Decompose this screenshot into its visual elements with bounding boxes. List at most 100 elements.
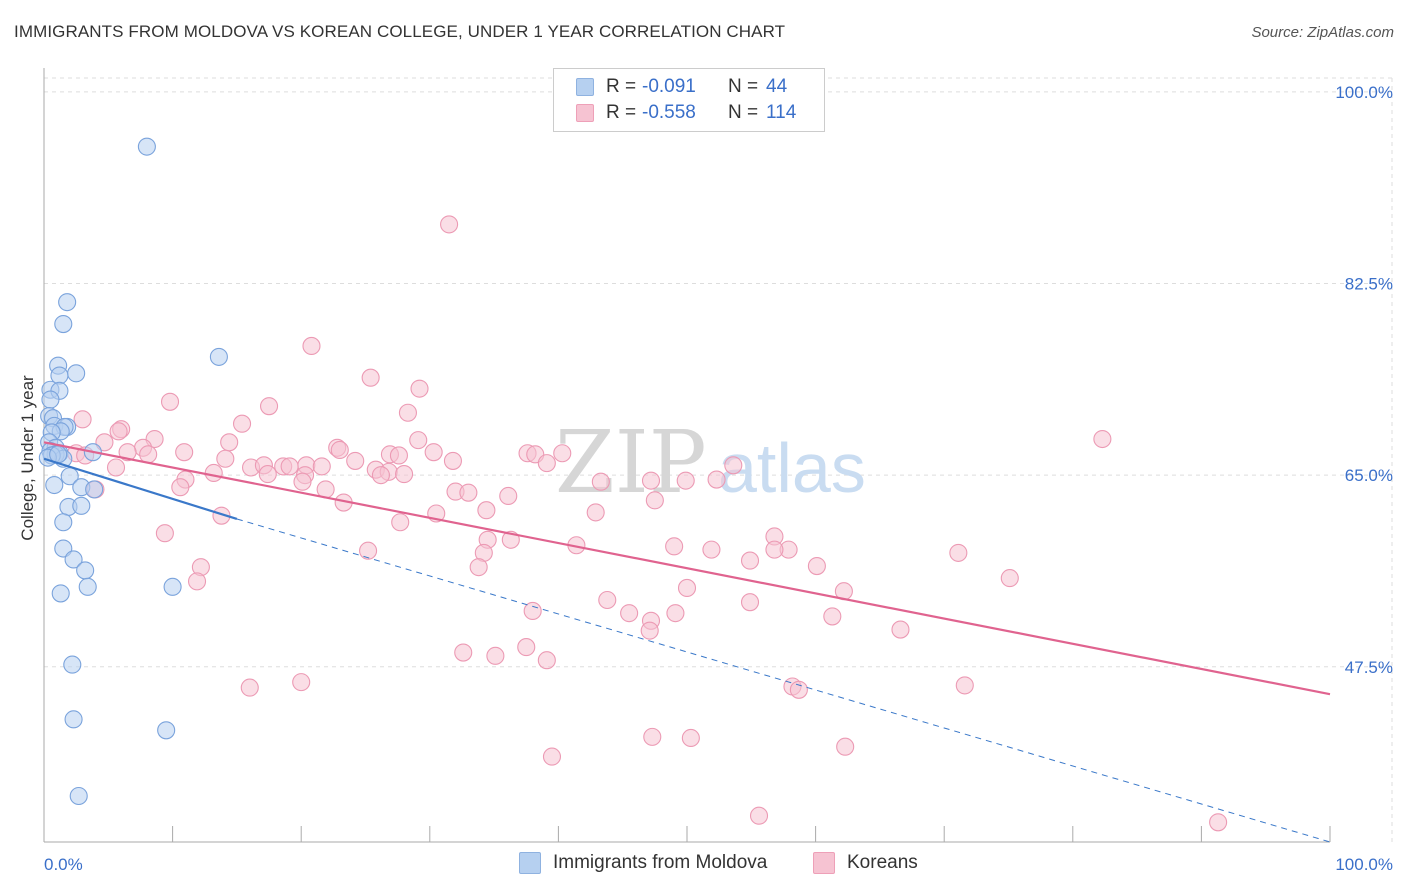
korean-point <box>681 728 700 748</box>
korean-point <box>118 443 137 462</box>
korean-point <box>537 454 556 473</box>
korean-point <box>171 478 190 497</box>
korean-point <box>469 558 488 577</box>
legend-n-label: N = <box>728 102 759 123</box>
korean-point <box>677 578 697 598</box>
moldova-point <box>63 655 82 674</box>
korean-point <box>361 368 380 387</box>
korean-point <box>665 537 684 556</box>
series-swatch-koreans <box>813 852 835 874</box>
korean-point <box>702 540 721 559</box>
y-axis-label: College, Under 1 year <box>18 375 37 541</box>
korean-point <box>259 397 279 416</box>
korean-point <box>640 621 659 640</box>
moldova-trend-dashed <box>236 518 1331 843</box>
legend-row-moldova: R = -0.091 N = 44 <box>576 75 787 99</box>
korean-point <box>707 470 726 489</box>
koreans-points <box>67 215 1228 832</box>
korean-point <box>109 422 128 441</box>
series-label-koreans: Koreans <box>847 852 918 873</box>
korean-point <box>523 601 542 620</box>
moldova-point <box>163 577 182 596</box>
korean-point <box>537 651 556 670</box>
korean-point <box>391 513 410 532</box>
moldova-point <box>85 480 104 499</box>
korean-point <box>220 433 239 452</box>
moldova-point <box>157 721 176 740</box>
moldova-point <box>41 390 60 409</box>
korean-point <box>330 440 349 460</box>
korean-point <box>586 503 605 522</box>
korean-point <box>312 457 331 476</box>
korean-point <box>807 557 826 576</box>
korean-point <box>641 471 661 490</box>
korean-point <box>620 604 639 623</box>
korean-point <box>395 465 414 484</box>
moldova-point <box>45 475 64 495</box>
korean-point <box>389 446 408 465</box>
korean-point <box>823 607 842 626</box>
korean-point <box>95 433 114 452</box>
korean-point <box>517 638 536 657</box>
korean-point <box>454 643 473 662</box>
korean-point <box>891 620 910 639</box>
legend-n-label: N = <box>728 76 759 97</box>
watermark-zip: ZIP <box>555 413 707 513</box>
korean-point <box>359 541 378 560</box>
legend-r-value: -0.091 <box>642 76 696 97</box>
legend-n-value: 114 <box>766 102 797 123</box>
korean-point <box>591 472 610 491</box>
korean-point <box>645 491 664 510</box>
series-legend-moldova: Immigrants from Moldova <box>519 852 767 874</box>
moldova-point <box>54 314 73 334</box>
korean-point <box>440 215 459 234</box>
korean-point <box>486 646 505 665</box>
korean-point <box>1000 569 1019 588</box>
korean-point <box>443 451 462 470</box>
korean-point <box>293 472 312 491</box>
korean-point <box>477 501 496 520</box>
moldova-points <box>38 137 228 806</box>
moldova-point <box>137 137 156 156</box>
korean-point <box>1093 429 1112 449</box>
korean-point <box>346 451 365 470</box>
series-legend: Immigrants from Moldova Koreans <box>0 852 1406 878</box>
x-tick-label: 100.0% <box>1335 855 1393 874</box>
moldova-point <box>69 786 88 806</box>
moldova-point <box>54 513 73 532</box>
trend-lines <box>43 441 1331 843</box>
y-tick-label: 100.0% <box>1335 83 1393 102</box>
x-tick-label: 0.0% <box>44 855 83 874</box>
legend-swatch-koreans <box>576 104 594 122</box>
korean-point <box>240 678 259 697</box>
series-swatch-moldova <box>519 852 541 874</box>
chart-title: IMMIGRANTS FROM MOLDOVA VS KOREAN COLLEG… <box>14 22 786 41</box>
watermark: ZIP atlas <box>555 413 866 513</box>
korean-point <box>160 392 180 411</box>
legend-r-value: -0.558 <box>642 102 696 123</box>
korean-point <box>553 444 572 463</box>
korean-point <box>459 483 478 502</box>
moldova-point <box>64 550 83 569</box>
korean-point <box>216 449 235 468</box>
korean-point <box>371 466 390 485</box>
korean-point <box>280 457 299 476</box>
korean-point <box>175 443 194 462</box>
korean-point <box>765 540 784 559</box>
tick-labels: 47.5% 65.0% 82.5% 100.0% 0.0% 100.0% <box>44 83 1393 874</box>
series-label-moldova: Immigrants from Moldova <box>553 852 768 873</box>
korean-point <box>409 431 428 450</box>
korean-point <box>292 673 311 692</box>
watermark-atlas: atlas <box>718 429 866 507</box>
legend-row-koreans: R = -0.558 N = 114 <box>576 101 796 125</box>
moldova-point <box>67 364 86 383</box>
korean-trend-line <box>43 441 1331 696</box>
korean-point <box>542 747 562 766</box>
legend-n-value: 44 <box>766 76 788 97</box>
moldova-trend-line <box>43 457 238 521</box>
korean-point <box>666 604 685 623</box>
korean-point <box>410 379 429 398</box>
korean-point <box>1209 813 1228 832</box>
korean-point <box>73 410 92 429</box>
